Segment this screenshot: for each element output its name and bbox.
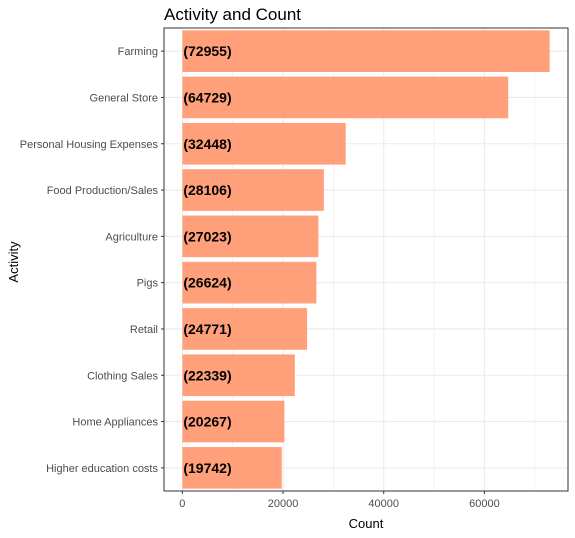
bar — [182, 30, 550, 72]
bar — [182, 215, 319, 258]
y-tick-label: Personal Housing Expenses — [20, 139, 159, 151]
panel-border — [163, 27, 569, 492]
bar — [182, 76, 509, 119]
y-tick-label: Farming — [118, 46, 158, 58]
x-tick-label: 40000 — [368, 498, 399, 510]
y-tick-label: Retail — [130, 324, 158, 336]
bar — [182, 447, 282, 489]
bar — [182, 354, 295, 397]
x-tick-label: 0 — [179, 498, 185, 510]
data-label: (24771) — [183, 321, 231, 337]
y-tick-label: Higher education costs — [46, 463, 158, 475]
data-label: (26624) — [183, 275, 231, 291]
chart-title: Activity and Count — [164, 5, 301, 24]
data-label: (27023) — [183, 228, 231, 244]
data-label: (20267) — [183, 414, 231, 430]
y-tick-label: General Store — [90, 92, 158, 104]
data-label: (64729) — [183, 89, 231, 105]
x-tick-label: 60000 — [469, 498, 500, 510]
x-tick-label: 20000 — [268, 498, 299, 510]
y-tick-label: Food Production/Sales — [47, 185, 159, 197]
y-tick-label: Clothing Sales — [87, 370, 158, 382]
x-axis-title: Count — [349, 516, 384, 531]
y-tick-label: Agriculture — [105, 231, 158, 243]
bar — [182, 169, 324, 211]
y-axis-title: Activity — [6, 241, 21, 283]
data-label: (22339) — [183, 367, 231, 383]
plot-area: (72955) Farming (64729) General Store (32448… — [20, 27, 569, 510]
data-label: (72955) — [183, 43, 231, 59]
data-label: (28106) — [183, 182, 231, 198]
y-tick-label: Pigs — [137, 278, 159, 290]
bar — [182, 261, 317, 304]
bar — [182, 400, 285, 443]
data-label: (19742) — [183, 460, 231, 476]
y-tick-label: Home Appliances — [72, 417, 158, 429]
bar — [182, 122, 346, 165]
data-label: (32448) — [183, 136, 231, 152]
bar — [182, 308, 308, 350]
